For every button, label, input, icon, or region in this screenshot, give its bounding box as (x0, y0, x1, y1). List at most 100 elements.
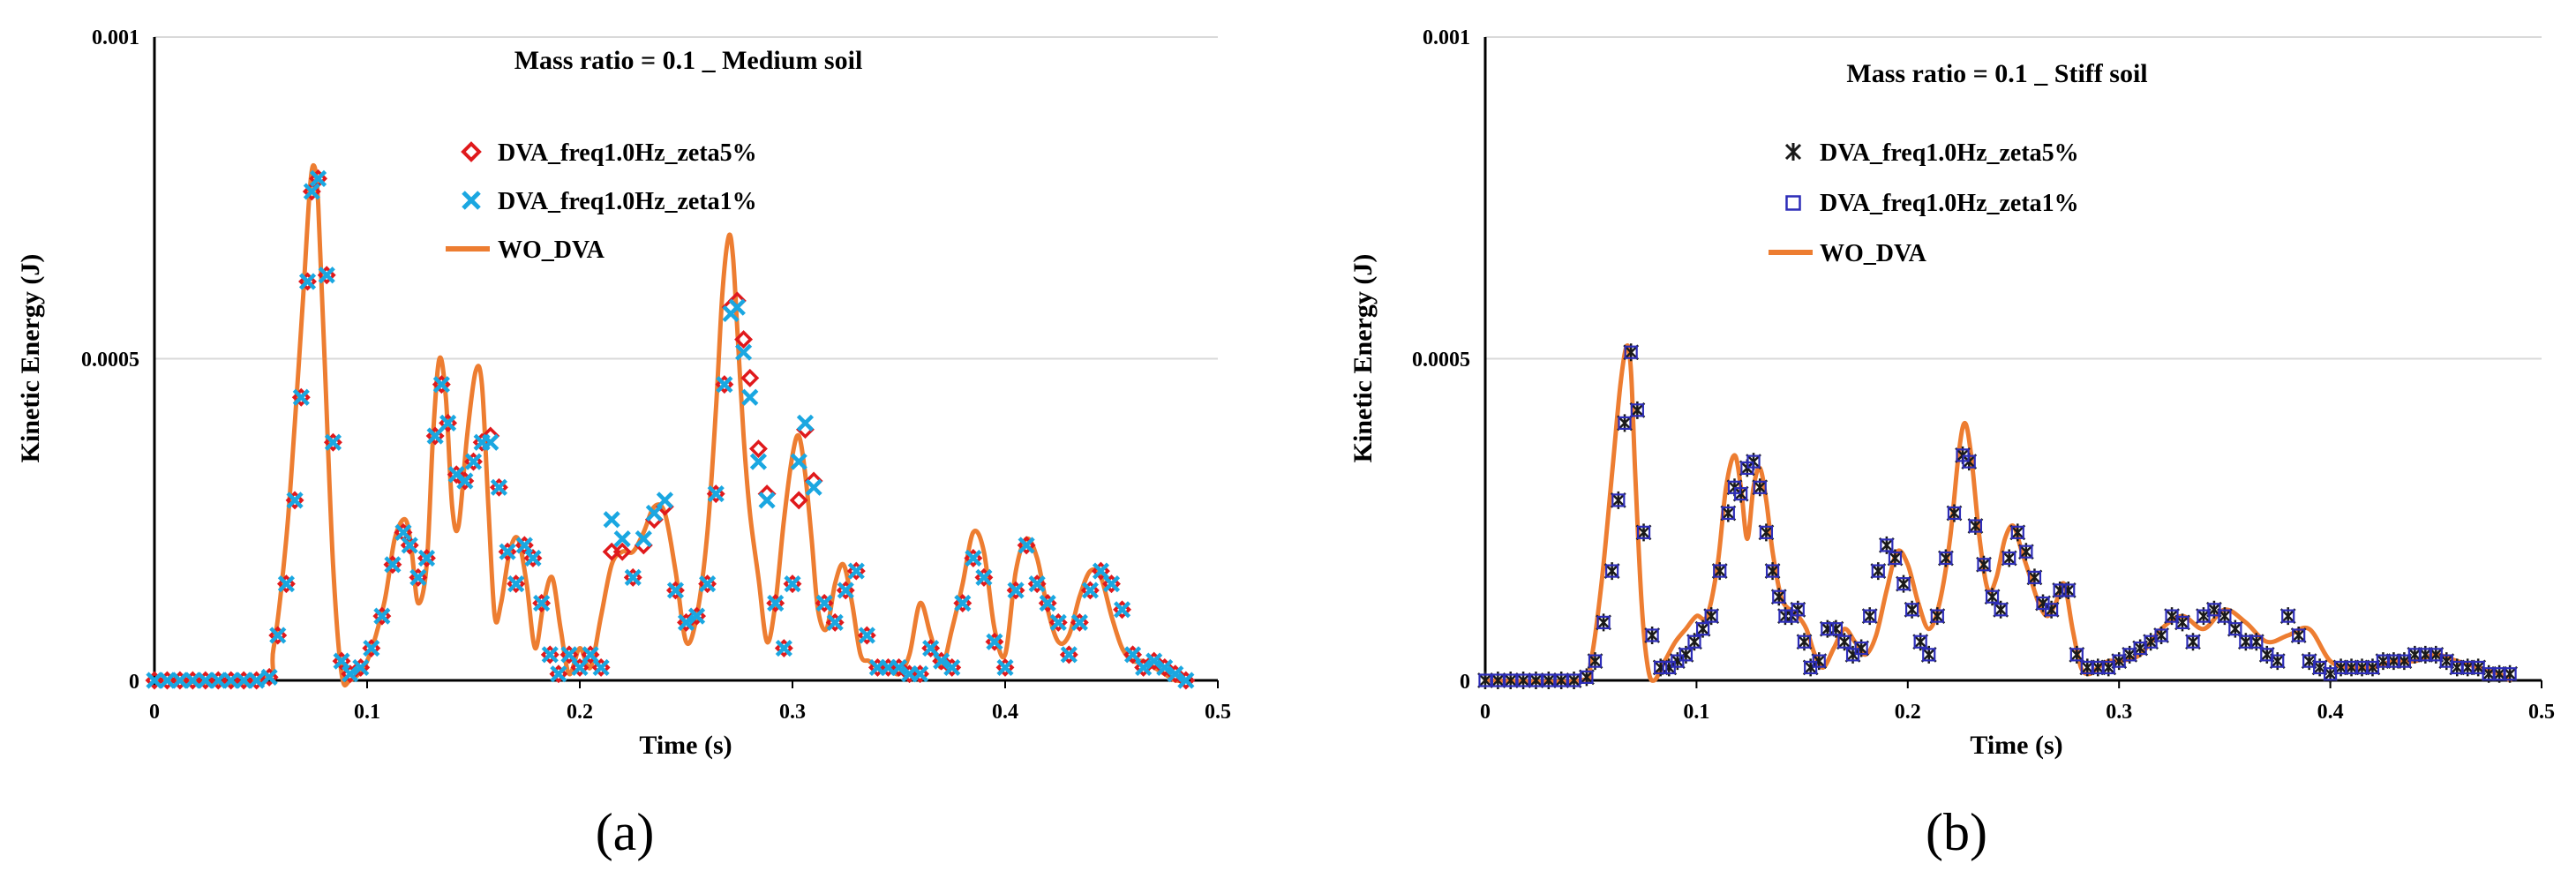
data-point (1797, 634, 1812, 649)
data-point (635, 530, 652, 548)
legend-marker-asterisk (1784, 143, 1802, 161)
panel-label: (a) (596, 803, 655, 861)
data-point (1772, 589, 1786, 604)
data-point (1145, 652, 1163, 670)
data-point (1039, 594, 1056, 612)
data-point (1679, 648, 1694, 662)
data-point (373, 607, 391, 625)
data-point (384, 556, 402, 574)
data-point (2053, 583, 2067, 597)
data-point (248, 672, 266, 689)
data-point (749, 453, 768, 470)
x-axis-label: Time (s) (1970, 731, 2062, 760)
data-point (1542, 673, 1556, 687)
x-tick-label: 0.4 (992, 701, 1018, 724)
data-point (699, 575, 717, 593)
x-tick-label: 0.3 (779, 701, 806, 724)
data-point (1081, 582, 1099, 599)
data-point (309, 169, 327, 187)
data-point (426, 427, 444, 445)
data-point (1962, 454, 1976, 469)
data-point (507, 575, 525, 593)
data-point (858, 627, 875, 644)
data-point (1636, 525, 1651, 539)
data-point (996, 658, 1014, 677)
x-tick-label: 0.3 (2106, 701, 2132, 724)
data-point (2154, 628, 2168, 642)
data-point (1504, 673, 1518, 687)
data-point (1102, 575, 1121, 593)
series-zeta1 (146, 169, 1195, 689)
legend-item: DVA_freq1.0Hz_zeta1% (462, 188, 757, 215)
data-point (1007, 582, 1025, 599)
data-point (1913, 634, 1927, 649)
data-point (975, 568, 993, 586)
data-point (1930, 609, 1944, 623)
data-point (1135, 658, 1153, 677)
data-point (1049, 613, 1067, 631)
y-tick-label: 0.001 (92, 26, 139, 49)
legend-item: DVA_freq1.0Hz_zeta5% (461, 139, 757, 167)
y-tick-labels: 0 0.0005 0.001 (81, 26, 139, 694)
data-point (2069, 648, 2084, 662)
data-point (767, 594, 785, 612)
data-point (490, 478, 508, 496)
data-point (815, 594, 833, 612)
data-point (171, 672, 189, 689)
data-point (363, 639, 380, 657)
data-point (2281, 609, 2295, 623)
series-wo-dva (152, 162, 1189, 687)
data-point (1888, 551, 1903, 566)
data-point (409, 568, 427, 586)
data-point (1713, 564, 1727, 578)
data-point (1624, 345, 1638, 359)
x-tick-label: 0.4 (2317, 701, 2344, 724)
series-zeta1 (1478, 345, 2517, 687)
legend: DVA_freq1.0Hz_zeta5% DVA_freq1.0Hz_zeta1… (446, 139, 757, 264)
data-point (417, 549, 436, 567)
chart-title: Mass ratio = 0.1 _ Stiff soil (1846, 59, 2147, 88)
data-point (741, 388, 759, 406)
data-point (707, 484, 725, 503)
data-point (1596, 615, 1611, 629)
chart-title: Mass ratio = 0.1 _ Medium soil (514, 46, 863, 75)
y-tick-labels: 0 0.0005 0.001 (1412, 26, 1470, 694)
data-point (784, 575, 801, 593)
data-point (2175, 615, 2189, 629)
data-point (260, 668, 278, 686)
data-point (1177, 672, 1195, 689)
data-point (2228, 622, 2242, 636)
data-point (1896, 577, 1911, 591)
data-point (209, 672, 227, 689)
data-point (1156, 658, 1174, 677)
data-point (890, 658, 908, 677)
legend-item: WO_DVA (446, 237, 605, 264)
legend-marker-square (1785, 195, 1801, 211)
data-point (2271, 654, 2285, 668)
series-wo-dva (1483, 342, 2512, 685)
data-point (524, 549, 542, 567)
legend-marker-x (462, 191, 481, 210)
x-tick-label: 0 (149, 701, 160, 724)
data-point (1759, 525, 1774, 539)
data-point (1854, 641, 1868, 656)
data-point (550, 665, 567, 683)
data-point (847, 562, 865, 580)
plot-area (1477, 342, 2518, 689)
data-point (1630, 403, 1644, 417)
data-point (943, 658, 961, 677)
data-point (1753, 480, 1767, 494)
data-point (1968, 519, 1983, 533)
data-point (716, 376, 733, 394)
legend-label: DVA_freq1.0Hz_zeta1% (1820, 190, 2079, 217)
plot-area (145, 162, 1196, 690)
data-point (1829, 622, 1844, 636)
data-point (1028, 575, 1046, 593)
gridlines (154, 36, 1218, 360)
legend: DVA_freq1.0Hz_zeta5% DVA_freq1.0Hz_zeta1… (1769, 139, 2079, 267)
data-point (158, 672, 176, 689)
data-point (1060, 646, 1078, 664)
data-point (286, 492, 304, 509)
series-line-wo-dva (152, 162, 1189, 687)
data-point (184, 672, 201, 689)
